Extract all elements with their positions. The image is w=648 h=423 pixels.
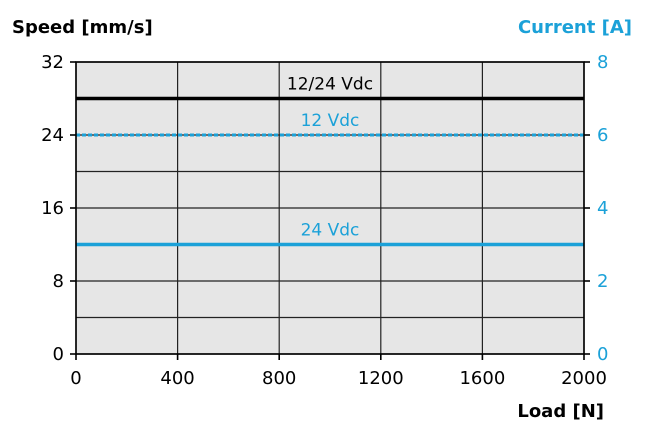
x-tick-label: 0 [70,368,81,389]
left-axis-title: Speed [mm/s] [12,17,153,38]
right-tick-label: 2 [597,271,608,292]
right-tick-label: 4 [597,198,608,219]
x-tick-label: 1600 [459,368,505,389]
left-tick-label: 0 [53,344,64,365]
left-tick-label: 8 [53,271,64,292]
right-tick-label: 6 [597,125,608,146]
left-tick-label: 24 [41,125,64,146]
left-tick-label: 32 [41,52,64,73]
x-axis-title: Load [N] [517,401,604,422]
right-tick-label: 8 [597,52,608,73]
x-tick-label: 1200 [358,368,404,389]
series-label-2: 12 Vdc [301,111,360,131]
series-layer: 12/24 Vdc 12 Vdc 24 Vdc [76,75,584,247]
right-axis-title: Current [A] [518,17,632,38]
series-label-1: 12/24 Vdc [287,75,373,95]
x-tick-label: 2000 [561,368,607,389]
series-label-3: 24 Vdc [301,221,360,241]
x-tick-label: 800 [262,368,296,389]
x-tick-label: 400 [160,368,194,389]
right-tick-label: 0 [597,344,608,365]
left-tick-label: 16 [41,198,64,219]
